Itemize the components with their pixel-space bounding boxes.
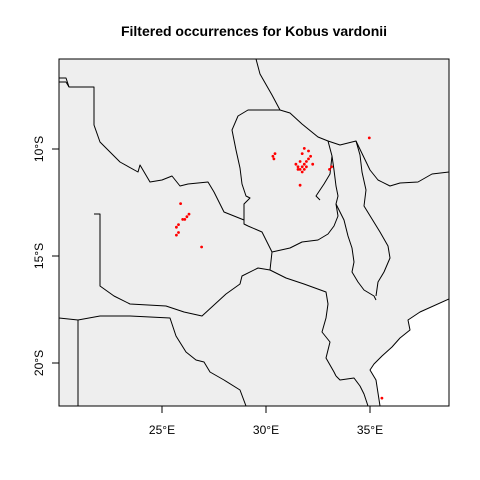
map-title: Filtered occurrences for Kobus vardonii (121, 23, 387, 39)
occurrence-point (185, 215, 189, 219)
occurrence-point (380, 396, 384, 400)
border-line (94, 213, 337, 377)
occurrence-point (298, 160, 302, 163)
occurrence-point (298, 183, 302, 187)
border-line (77, 315, 247, 406)
occurrence-point (330, 165, 333, 169)
border-line (279, 109, 333, 201)
country-borders (59, 59, 449, 406)
occurrence-point (181, 218, 185, 221)
x-tick-label: 35°E (357, 423, 383, 437)
border-line (335, 203, 377, 301)
occurrence-point (183, 218, 187, 221)
map-plot-area (59, 59, 449, 406)
y-tick: 10°S (32, 136, 59, 162)
occurrence-point (298, 168, 302, 171)
x-tick: 30°E (253, 406, 279, 437)
border-line (59, 77, 249, 227)
occurrence-point (307, 149, 310, 153)
occurrence-point (175, 225, 178, 229)
border-line (247, 225, 273, 253)
y-axis: 10°S 15°S 20°S (32, 136, 59, 376)
y-tick-label: 10°S (32, 136, 46, 162)
land-background (59, 59, 449, 406)
plot-frame (58, 58, 450, 407)
occurrence-point (200, 245, 204, 249)
y-tick: 20°S (32, 350, 59, 376)
occurrence-point (177, 231, 180, 234)
occurrence-point (187, 212, 191, 216)
occurrence-point (294, 162, 298, 166)
occurrence-point (272, 157, 276, 161)
occurrence-point (273, 152, 277, 156)
x-tick: 35°E (357, 406, 383, 437)
x-tick-label: 30°E (253, 423, 279, 437)
occurrence-point (296, 165, 300, 169)
border-line (231, 59, 281, 220)
occurrence-point (328, 168, 331, 171)
ocean-region (370, 299, 449, 406)
border-line (269, 155, 339, 271)
x-tick-label: 25°E (149, 423, 175, 437)
occurrence-point (302, 162, 306, 166)
occurrence-point (367, 136, 371, 140)
occurrence-point (300, 170, 304, 174)
x-axis: 25°E 30°E 35°E (149, 406, 383, 437)
border-line (335, 375, 369, 406)
occurrence-point (302, 168, 306, 171)
occurrence-points (175, 136, 384, 400)
y-tick-label: 15°S (32, 243, 46, 269)
occurrence-point (300, 165, 304, 169)
x-tick: 25°E (149, 406, 175, 437)
occurrence-point (305, 160, 308, 163)
occurrence-point (309, 154, 312, 158)
occurrence-point (300, 152, 304, 156)
occurrence-point (271, 154, 275, 158)
occurrence-point (175, 233, 178, 237)
occurrence-point (179, 202, 183, 206)
border-line (369, 298, 449, 406)
border-line (59, 81, 70, 88)
y-tick-label: 20°S (32, 350, 46, 376)
border-line (355, 140, 449, 187)
occurrence-point (305, 165, 308, 169)
occurrence-point (311, 162, 315, 166)
occurrence-point (296, 168, 300, 171)
occurrence-point (302, 147, 306, 150)
occurrence-point (177, 223, 180, 227)
occurrence-point (307, 157, 310, 161)
y-tick: 15°S (32, 243, 59, 269)
